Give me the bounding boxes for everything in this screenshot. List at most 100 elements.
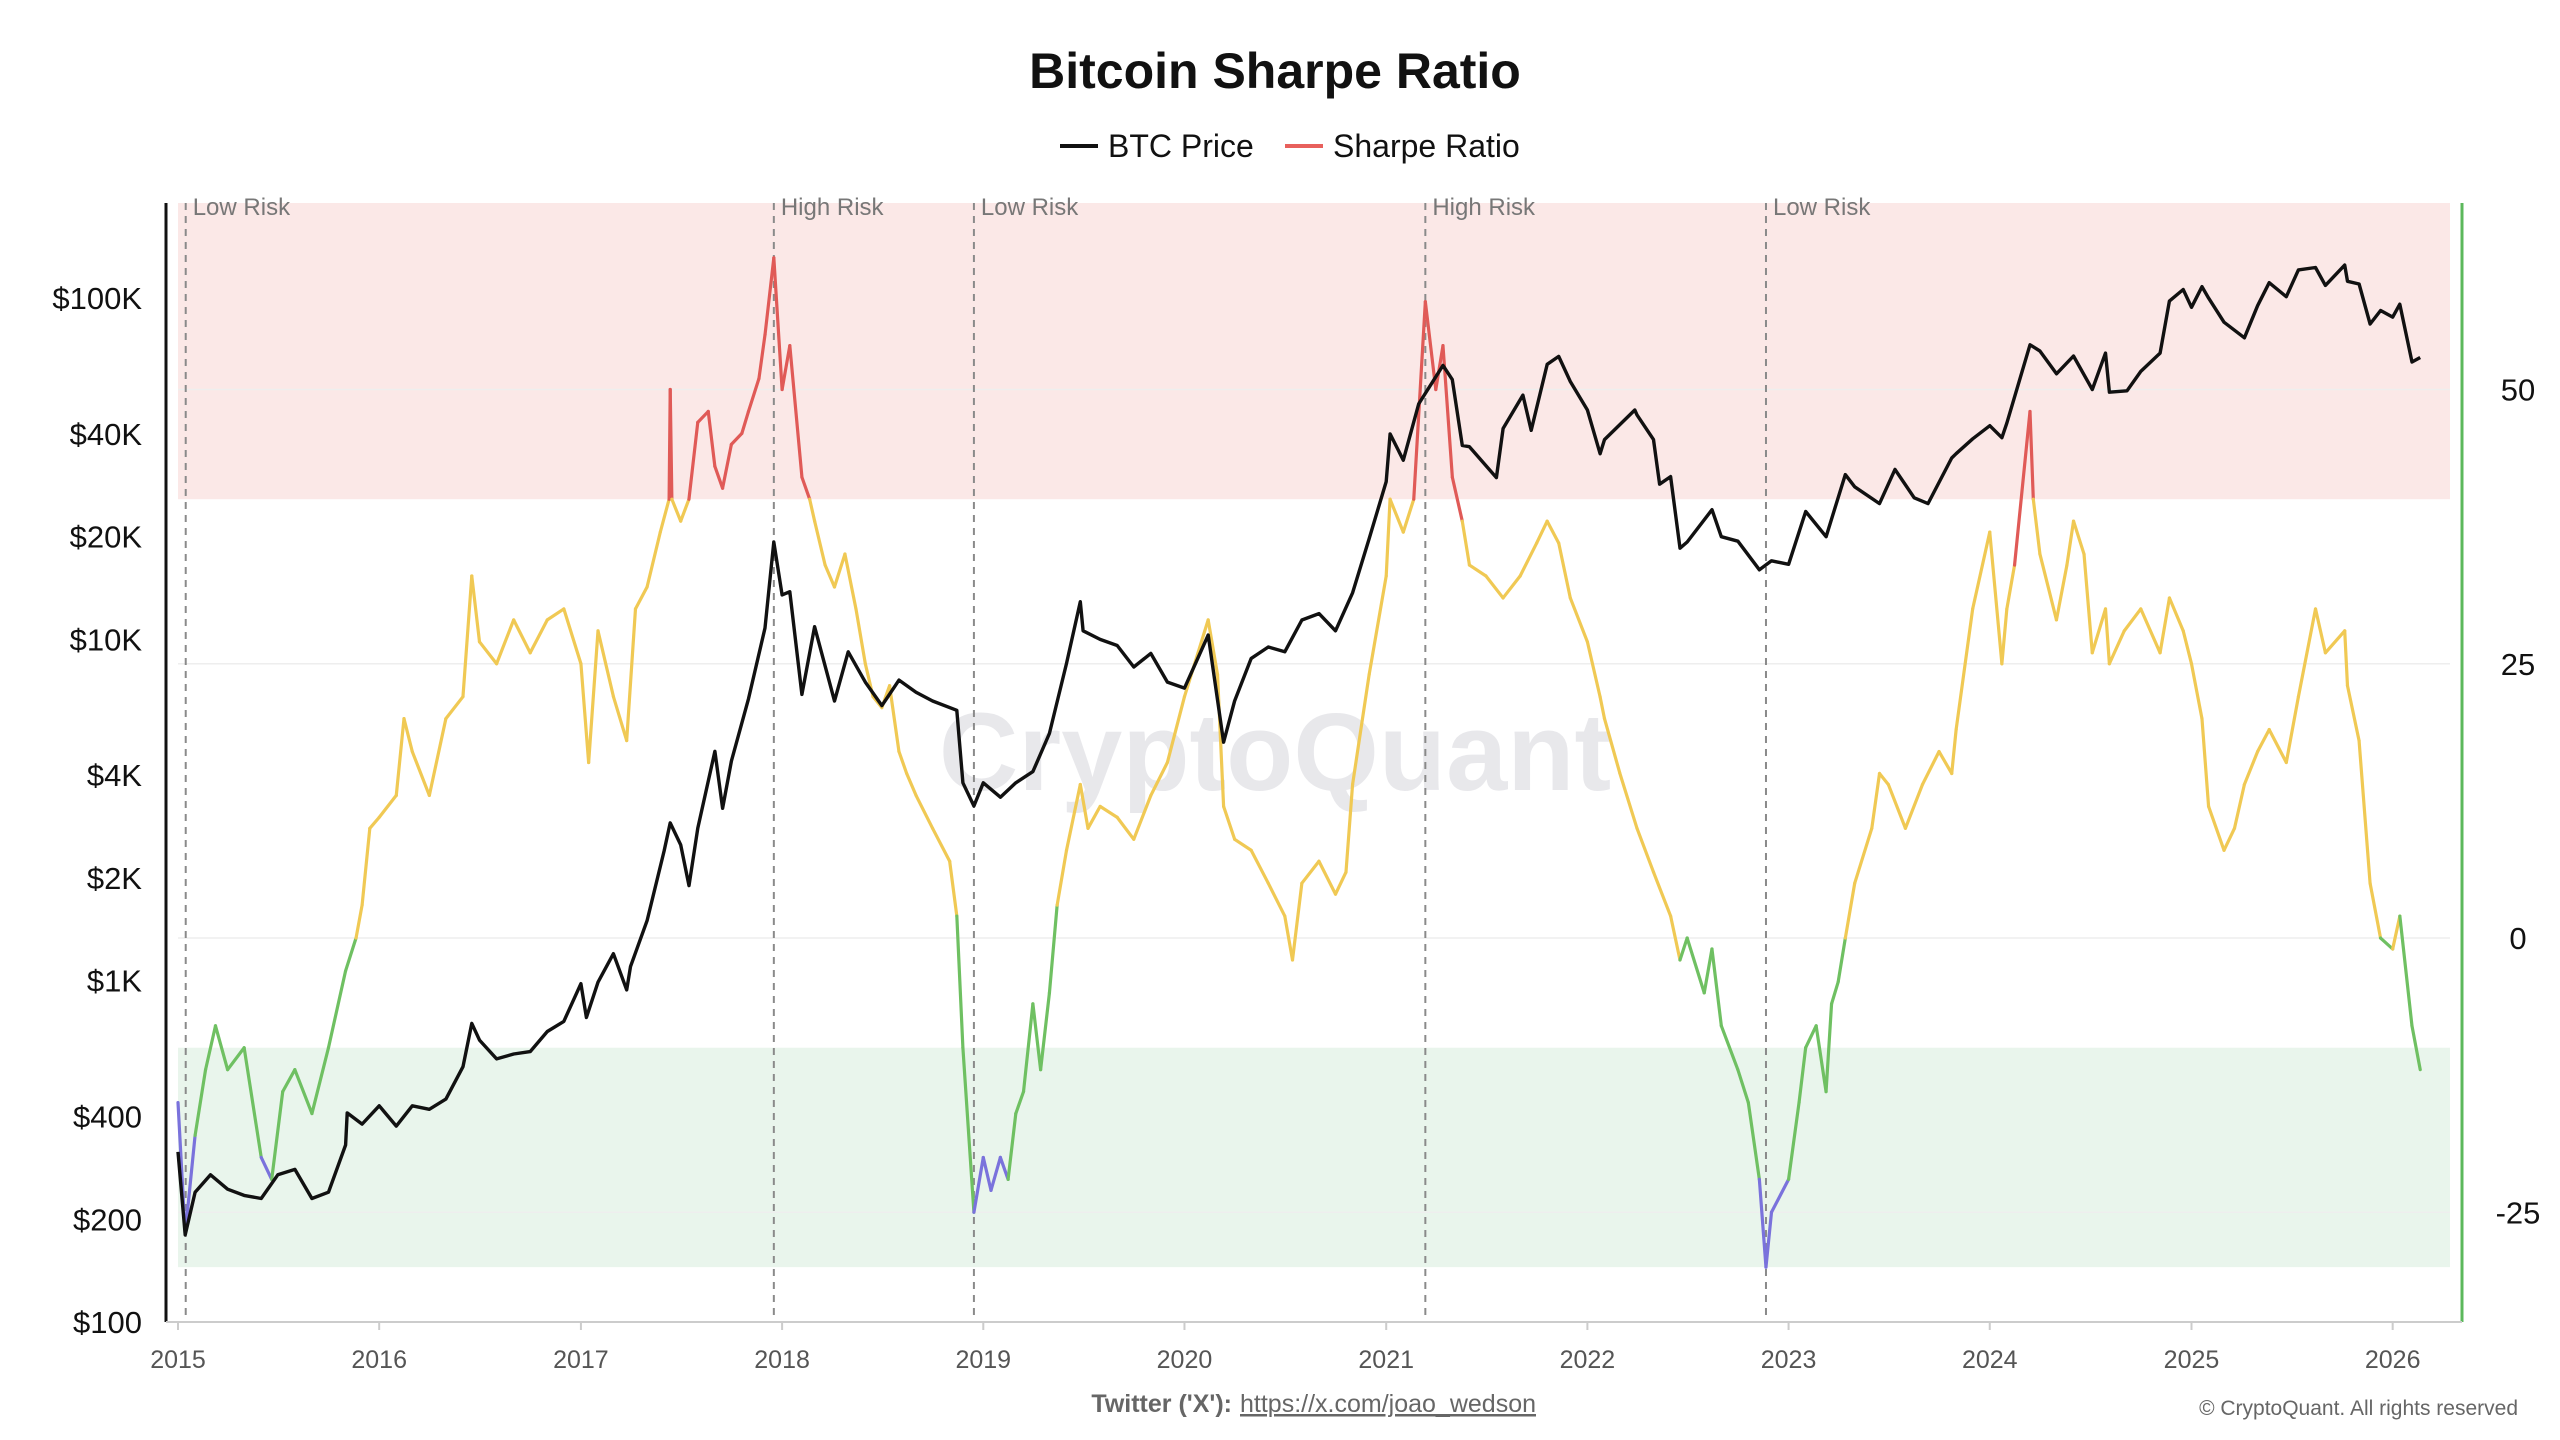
sharpe-segment [326,969,348,1050]
sharpe-segment [2343,629,2350,688]
sharpe-segment [611,695,629,743]
sharpe-segment [1006,1111,1018,1181]
sharpe-segment [1545,519,1561,545]
x-axis-ticks: 2015 2016 2017 2018 2019 2020 2021 2022 2023 2024… [150,1322,2420,1374]
sharpe-segment [1786,1100,1801,1181]
sharpe-segment [1886,782,1908,830]
sharpe-segment [1669,914,1682,962]
footer: Twitter ('X'): https://x.com/joao_wedson… [1091,1390,2518,1420]
sharpe-segment [843,552,858,611]
sharpe-segment [1450,475,1464,523]
sharpe-segment [2122,607,2143,633]
sharpe-segment [2296,607,2318,699]
sharpe-segment [360,826,372,907]
sharpe-segment [1317,859,1338,896]
sharpe-segment [1651,870,1673,918]
sharpe-segment [1843,881,1857,940]
sharpe-segment [2189,662,2204,721]
y-left-tick-label: $40K [70,417,143,452]
sharpe-segment [1797,1046,1808,1105]
x-tick-label: 2022 [1560,1346,1616,1374]
legend-btc-label: BTC Price [1108,128,1254,164]
x-tick-label: 2015 [150,1346,206,1374]
sharpe-segment [823,563,837,589]
sharpe-segment [1988,530,2004,666]
sharpe-segment [1350,673,1371,787]
sharpe-segment [2012,409,2032,567]
y-left-tick-label: $400 [73,1100,142,1135]
footer-twitter-link[interactable]: https://x.com/joao_wedson [1240,1390,1536,1418]
sharpe-segment [2284,695,2301,765]
sharpe-segment [2167,596,2185,633]
sharpe-segment [2345,684,2361,743]
sharpe-segment [1222,804,1237,841]
grid-lines [178,388,2450,1214]
sharpe-segment [203,1024,218,1072]
x-tick-label: 2016 [351,1346,407,1374]
sharpe-segment [670,497,683,523]
sharpe-segment [1870,771,1882,830]
sharpe-segment [1047,903,1059,995]
sharpe-segment [494,618,516,666]
sharpe-segment [1165,695,1187,765]
y-left-tick-label: $1K [87,964,142,999]
sharpe-segment [772,256,784,392]
sharpe-segment [2103,607,2111,666]
footer-twitter-label: Twitter ('X'): [1091,1390,1232,1418]
sharpe-segment [1384,497,1392,578]
sharpe-segment [281,1068,297,1094]
btc-price-line [176,263,2422,1237]
sharpe-segment [1078,782,1090,830]
y-right-tick-label: -25 [2496,1195,2541,1230]
sharpe-segment [763,256,776,337]
sharpe-segment [788,344,804,479]
sharpe-segment [1685,936,1706,995]
sharpe-segment [368,815,381,830]
sharpe-segment [2158,596,2172,655]
sharpe-segment [2071,519,2086,556]
sharpe-segment [955,914,965,1050]
sharpe-segment [2398,914,2414,1028]
sharpe-segment [854,607,867,666]
y-left-tick-label: $4K [87,758,142,793]
y-left-tick-label: $20K [70,520,143,555]
sharpe-segment [914,793,935,830]
sharpe-segment [477,640,499,666]
y-right-tick-label: 25 [2501,647,2535,682]
btc-price-series [176,263,2422,1237]
sharpe-segment [2065,519,2076,567]
sharpe-segment [1132,793,1153,841]
sharpe-segment [687,420,700,501]
sharpe-segment [1501,574,1522,600]
sharpe-segment [2090,607,2108,655]
sharpe-segment [1249,848,1270,885]
sharpe-segment [981,1155,993,1192]
sharpe-segment [1950,727,1958,776]
sharpe-segment [512,618,532,655]
sharpe-segment [2054,563,2069,622]
sharpe-segment [213,1024,230,1072]
sharpe-segment [2313,607,2328,655]
sharpe-segment [2232,782,2247,830]
sharpe-segment [1557,541,1572,600]
sharpe-segment [2267,727,2288,765]
sharpe-segment [625,607,638,743]
sharpe-segment [746,376,761,414]
sharpe-segment [633,585,649,611]
x-tick-label: 2023 [1761,1346,1817,1374]
sharpe-segment [2005,563,2017,611]
sharpe-segment [579,662,591,765]
sharpe-segment [1300,859,1321,885]
sharpe-segment [193,1068,208,1138]
sharpe-segment [2038,552,2059,622]
sharpe-segment [2139,607,2162,655]
sharpe-segment [394,717,406,798]
x-tick-label: 2025 [2164,1346,2220,1374]
sharpe-segment [1757,1177,1768,1269]
y-left-tick-label: $2K [87,861,142,896]
sharpe-segment [930,826,952,863]
sharpe-ratio-series [176,256,2422,1269]
sharpe-segment [1344,782,1355,874]
sharpe-segment [1736,1068,1750,1105]
annotation-label: Low Risk [193,194,291,221]
